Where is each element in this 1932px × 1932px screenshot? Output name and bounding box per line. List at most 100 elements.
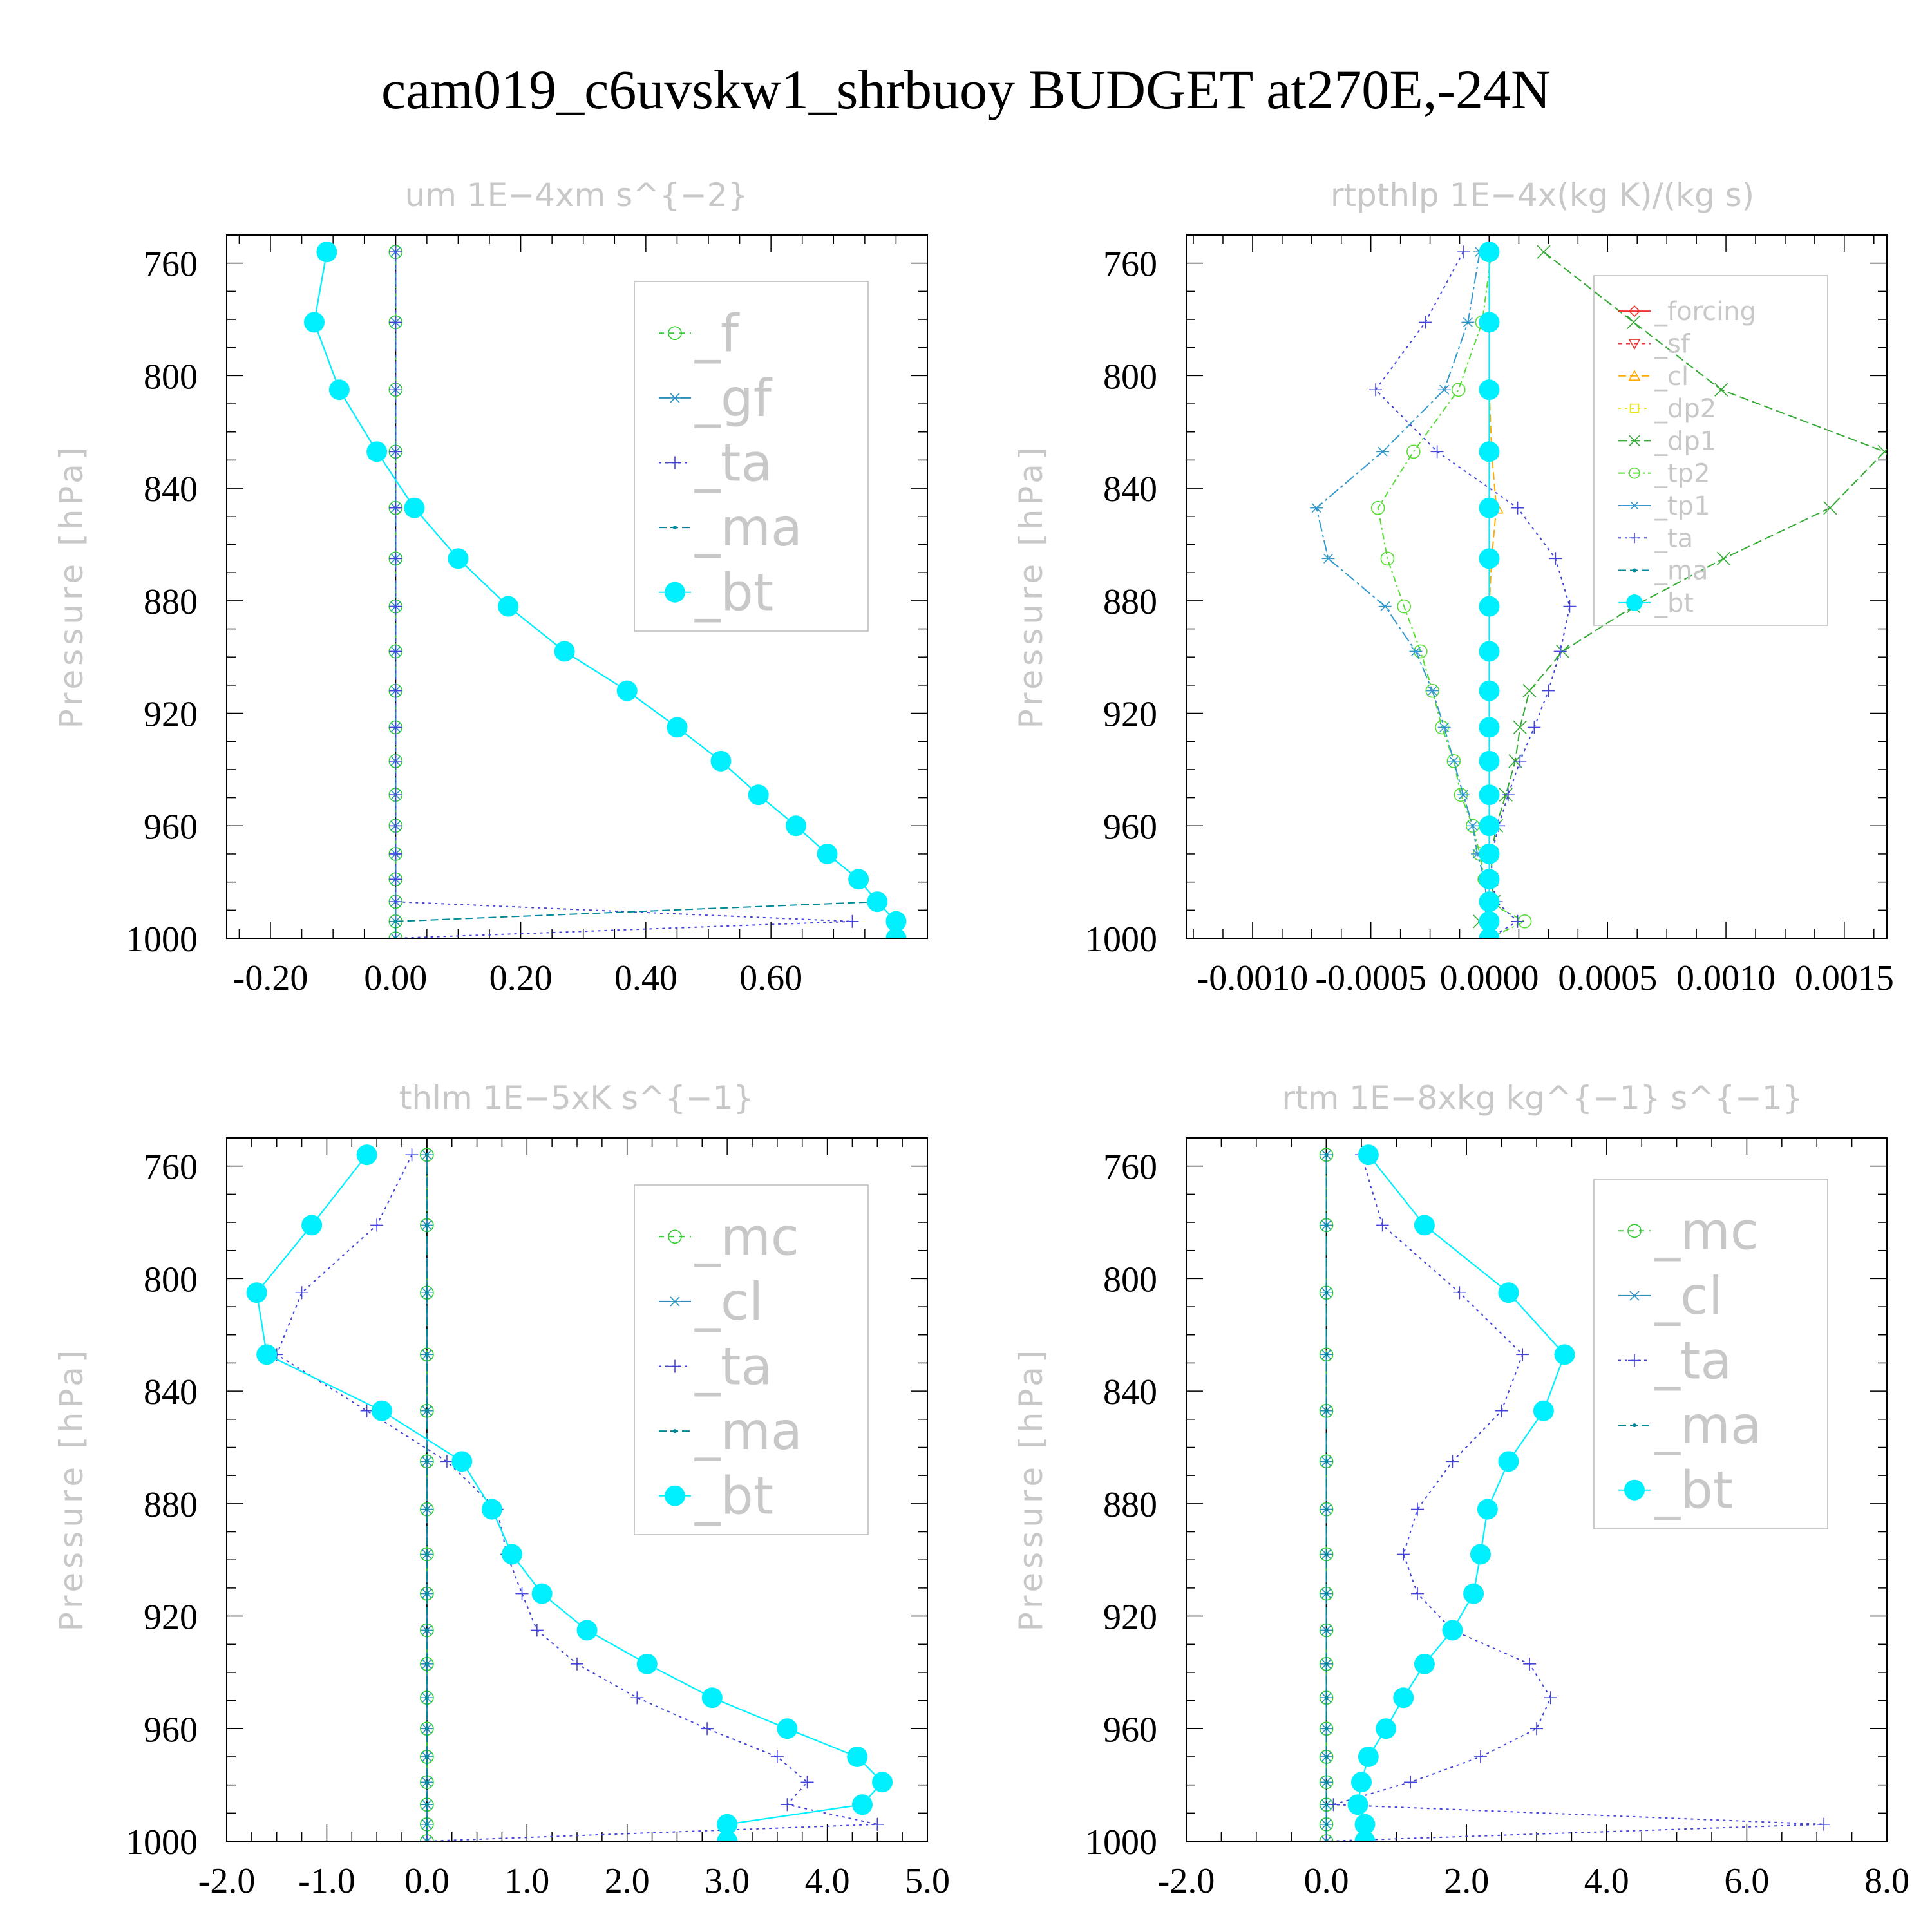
y-tick-label: 880 <box>144 582 198 622</box>
data-point <box>389 932 402 938</box>
data-point <box>1522 684 1537 698</box>
legend-item: _cl <box>659 1272 763 1332</box>
data-point <box>424 1459 429 1464</box>
x-tick-label: 0.20 <box>489 958 553 998</box>
series-line <box>395 252 853 938</box>
x-tick-label: 2.0 <box>605 1861 650 1901</box>
data-point <box>1714 383 1728 397</box>
data-point <box>1324 1153 1329 1157</box>
data-point <box>1310 503 1323 513</box>
data-point <box>389 501 402 515</box>
data-point <box>1544 1691 1557 1705</box>
panel-title: rtm 1E−8xkg kg^{−1} s^{−1} <box>1282 1079 1803 1117</box>
y-tick-label: 880 <box>144 1485 198 1525</box>
data-point <box>1324 1552 1329 1557</box>
data-point <box>366 441 388 462</box>
data-point <box>1495 1404 1508 1417</box>
legend-label: _sf <box>1654 329 1690 359</box>
data-point <box>616 680 638 701</box>
data-point <box>1479 441 1500 462</box>
data-point <box>393 919 398 923</box>
data-point <box>1629 533 1640 544</box>
data-point <box>1479 680 1500 701</box>
legend-item: _gf <box>659 368 773 428</box>
data-point <box>1380 551 1395 566</box>
data-point <box>389 684 402 697</box>
data-point <box>1347 1794 1368 1815</box>
panel-um: um 1E−4xm s^{−2} Pressure [hPa] 760 800 84… <box>53 176 928 998</box>
data-point <box>1627 315 1641 329</box>
legend-label: _ma <box>1654 1396 1762 1455</box>
series-line <box>1316 252 1490 938</box>
legend-item: _ta <box>1618 524 1693 553</box>
data-point <box>717 1831 738 1841</box>
data-point <box>1404 1776 1417 1789</box>
series-line <box>1326 1154 1824 1841</box>
data-point <box>1479 928 1500 938</box>
data-point <box>673 1429 677 1434</box>
y-tick-label: 840 <box>144 1372 198 1412</box>
data-point <box>1324 1591 1329 1596</box>
data-point <box>1451 383 1466 397</box>
y-tick-label: 840 <box>144 469 198 509</box>
data-point <box>424 1662 429 1666</box>
data-point <box>1320 1836 1333 1841</box>
data-point <box>1369 383 1383 397</box>
x-tick-label: 5.0 <box>905 1861 950 1901</box>
legend-item: _mc <box>659 1207 799 1267</box>
y-tick-label: 960 <box>1103 807 1157 847</box>
legend-label: _forcing <box>1654 297 1756 327</box>
legend-label: _bt <box>1654 589 1694 618</box>
data-point <box>1477 1499 1498 1520</box>
y-tick-label: 840 <box>1103 469 1157 509</box>
data-point <box>1629 467 1640 479</box>
data-point <box>1479 815 1500 837</box>
y-tick-label: 880 <box>1103 582 1157 622</box>
data-point <box>1324 1696 1329 1700</box>
data-point <box>1376 446 1390 457</box>
data-point <box>301 1215 323 1236</box>
legend-item: _bt <box>1618 589 1694 618</box>
data-point <box>1627 1224 1642 1238</box>
data-point <box>848 869 869 890</box>
data-point <box>389 788 402 802</box>
legend-label: _bt <box>694 1466 773 1526</box>
data-point <box>1501 788 1515 802</box>
plot-frame <box>1186 1137 1888 1842</box>
y-tick-label: 920 <box>1103 695 1157 735</box>
data-point <box>1629 501 1640 510</box>
data-point <box>1528 721 1541 734</box>
data-point <box>1324 1662 1329 1666</box>
data-point <box>1397 599 1411 614</box>
data-point <box>295 1286 308 1300</box>
data-point <box>1463 1583 1484 1604</box>
x-tick-label: -0.0010 <box>1197 958 1309 998</box>
data-point <box>424 1223 429 1227</box>
legend-label: _dp1 <box>1654 426 1716 456</box>
data-point <box>786 815 806 837</box>
data-point <box>1479 596 1500 617</box>
data-point <box>389 316 402 329</box>
data-point <box>1479 641 1500 662</box>
data-point <box>1479 869 1500 890</box>
data-point <box>668 393 681 403</box>
x-tick-label: -2.0 <box>1158 1861 1215 1901</box>
data-point <box>1358 1144 1379 1166</box>
data-point <box>1479 548 1500 569</box>
legend-label: _ma <box>1654 556 1708 586</box>
series-line <box>1479 251 1886 938</box>
data-point <box>1414 1215 1435 1236</box>
data-point <box>1516 1348 1530 1361</box>
x-tick-label: 0.60 <box>739 958 802 998</box>
data-point <box>515 1587 529 1600</box>
x-tick-label: 0.40 <box>614 958 677 998</box>
data-point <box>1351 1772 1372 1793</box>
data-point <box>1553 645 1567 658</box>
plot-area <box>304 242 907 938</box>
data-point <box>1466 820 1479 831</box>
legend-label: _ta <box>1654 1331 1732 1391</box>
data-point <box>668 456 681 469</box>
data-point <box>668 1359 681 1373</box>
data-point <box>424 1291 429 1295</box>
legend-label: _tp2 <box>1654 459 1710 489</box>
